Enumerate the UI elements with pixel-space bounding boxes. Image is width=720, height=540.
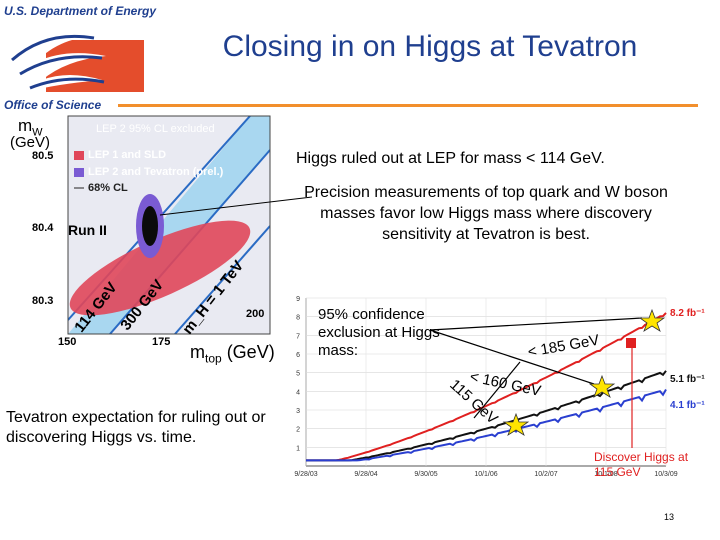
y-tick-label: 80.3 (32, 295, 54, 307)
mtop-axis-label: mtop (GeV) (190, 342, 275, 366)
page-number: 13 (664, 512, 675, 522)
y-tick-label: 9 (296, 296, 300, 303)
y-tick-label: 6 (296, 352, 300, 359)
arrow-185 (429, 317, 643, 331)
agency-label: U.S. Department of Energy (4, 4, 157, 18)
x-tick-label: 175 (152, 336, 171, 348)
series-end-label: 8.2 fb⁻¹ (670, 308, 705, 319)
x-tick-label: 150 (58, 336, 77, 348)
x-tick-label: 9/28/03 (294, 471, 317, 478)
x-tick-label: 9/28/04 (354, 471, 377, 478)
chart-ticks: 1 2 3 4 5 6 7 8 9 9/28/03 9/28/04 9/30/05 10/1/06 10/… (294, 296, 677, 478)
run2-ellipse (142, 206, 158, 246)
y-tick-label: 80.4 (32, 222, 54, 234)
band-edge-1tev (174, 225, 270, 334)
legend-title: LEP 2 95% CL excluded (96, 123, 215, 135)
office-label: Office of Science (4, 98, 102, 112)
series-line (306, 312, 667, 462)
y-tick-label: 5 (296, 371, 300, 378)
precision-text: Precision measurements of top quark and … (304, 184, 668, 243)
series-end-label: 4.1 fb⁻¹ (670, 400, 705, 411)
run2-label: Run II (68, 222, 107, 238)
lep-sld-ellipse (69, 220, 251, 316)
y-tick-label: 4 (296, 389, 300, 396)
header-divider (118, 104, 698, 107)
discover-text: Discover Higgs at 115 GeV (594, 450, 689, 479)
ruled-out-text: Higgs ruled out at LEP for mass < 114 Ge… (296, 150, 605, 167)
y-tick-label: 1 (296, 445, 300, 452)
legend-item-lep1: LEP 1 and SLD (88, 149, 167, 161)
legend-item-lep2: LEP 2 and Tevatron (prel.) (88, 166, 224, 178)
y-tick-label: 3 (296, 408, 300, 415)
confidence-text: 95% confidence exclusion at Higgs mass: (318, 306, 440, 359)
x-tick-label: 10/1/06 (474, 471, 497, 478)
doe-office-logo (8, 33, 144, 92)
chart-grid (305, 297, 667, 467)
page-title: Closing in on Higgs at Tevatron (222, 30, 638, 63)
star-marker-115 (502, 412, 530, 436)
y-tick-label: 7 (296, 333, 300, 340)
x-tick-label: 200 (246, 308, 265, 320)
y-tick-label: 80.5 (32, 150, 54, 162)
star-marker-185 (638, 308, 666, 332)
expectation-text: Tevatron expectation for ruling out or d… (6, 409, 266, 446)
pointer-line (159, 196, 313, 216)
legend-swatch-lep1 (74, 151, 84, 160)
mw-axis-label: mW (18, 116, 43, 139)
x-tick-label: 10/3/09 (654, 471, 677, 478)
arrow-160 (429, 329, 595, 385)
x-tick-label: 10/2/07 (534, 471, 557, 478)
series-line (306, 389, 667, 462)
x-tick-label: 9/30/05 (414, 471, 437, 478)
x-tick-label: 10/1/08 (594, 471, 617, 478)
legend-cl-label: 68% CL (88, 182, 128, 194)
arrow-115 (473, 361, 521, 419)
star-marker-160 (588, 374, 616, 398)
series-end-label: 5.1 fb⁻¹ (670, 374, 705, 385)
y-tick-label: 8 (296, 315, 300, 322)
y-tick-label: 2 (296, 427, 300, 434)
discover-marker (626, 338, 636, 348)
legend-swatch-lep2 (74, 168, 84, 177)
mw-axis-unit: (GeV) (10, 134, 51, 151)
